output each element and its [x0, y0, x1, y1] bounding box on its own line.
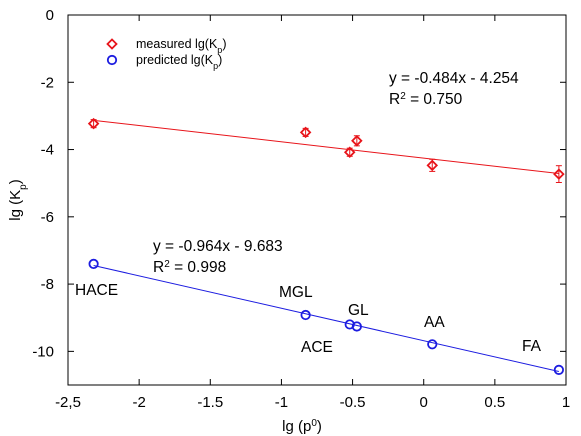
r2-sup: 2 [400, 91, 406, 102]
y-tick-label: -8 [41, 276, 54, 293]
diamond-point [343, 146, 356, 159]
x-tick-label: 1 [562, 394, 570, 411]
point-label: ACE [301, 339, 333, 356]
r2-label: R [153, 259, 164, 276]
point-label: FA [522, 338, 542, 355]
circle-point [427, 339, 438, 350]
x-tick-label: -1.5 [197, 394, 223, 411]
x-axis-label-end: ) [317, 418, 322, 435]
x-axis-label-sup: 0 [311, 418, 317, 429]
legend-end: ) [222, 37, 226, 51]
x-tick-label: 0.5 [484, 394, 505, 411]
r2-sup: 2 [164, 259, 170, 270]
y-tick-label: 0 [46, 7, 54, 24]
diamond-point [351, 135, 363, 147]
circle-point [88, 258, 99, 270]
x-tick-label: 0 [420, 394, 428, 411]
y-axis-label-text: lg (K [7, 190, 24, 221]
fit-equation-1: y = -0.964x - 9.683 [153, 238, 283, 255]
diamond-point [553, 168, 565, 180]
x-tick-label: -1 [275, 394, 288, 411]
legend-end: ) [218, 53, 222, 67]
circle-point [351, 321, 362, 332]
legend-text: predicted lg(K [136, 53, 214, 67]
point-label: MGL [279, 284, 313, 301]
y-axis-label: lg (Kp) [7, 179, 29, 220]
circle-point [300, 309, 311, 321]
point-label: HACE [75, 282, 118, 299]
y-tick-label: -6 [41, 209, 54, 226]
legend-sub: p [217, 45, 222, 55]
legend-sub: p [213, 61, 218, 71]
y-tick-label: -2 [41, 74, 54, 91]
r2-label: R [389, 91, 400, 108]
circle-point [553, 364, 564, 375]
y-tick-label: -10 [32, 343, 54, 360]
diamond-point [299, 126, 312, 139]
fit-equation-0: y = -0.484x - 4.254 [389, 70, 519, 87]
data-points [87, 117, 565, 375]
fit-r2-0: R2 = 0.750 [389, 91, 463, 109]
fit-lines [93, 119, 559, 372]
x-tick-label: -2 [132, 394, 145, 411]
fit-line-1 [93, 264, 559, 372]
fit-line-0 [93, 119, 559, 175]
legend-text: measured lg(K [136, 37, 218, 51]
y-tick-label: -4 [41, 142, 54, 159]
plot-frame [67, 14, 567, 386]
legend-entry-0: measured lg(Kp) [136, 37, 226, 55]
r2-value: = 0.750 [406, 91, 463, 108]
x-tick-label: -2,5 [55, 394, 81, 411]
x-axis-label: lg (p0) [282, 418, 322, 436]
r2-value: = 0.998 [170, 259, 226, 276]
x-axis-label-text: lg (p [282, 418, 311, 435]
y-axis-label-sub: p [18, 184, 29, 190]
diamond-point [87, 117, 100, 130]
diamond-point [426, 159, 439, 172]
legend-entry-1: predicted lg(Kp) [136, 53, 222, 71]
fit-r2-1: R2 = 0.998 [153, 259, 226, 277]
legend-circle-marker [106, 54, 118, 66]
legend: measured lg(Kp)predicted lg(Kp) [106, 37, 226, 71]
y-axis-label-end: ) [7, 179, 24, 184]
legend-diamond-marker [106, 38, 118, 50]
x-tick-label: -0.5 [340, 394, 366, 411]
point-label: GL [348, 302, 369, 319]
point-label: AA [424, 314, 445, 331]
